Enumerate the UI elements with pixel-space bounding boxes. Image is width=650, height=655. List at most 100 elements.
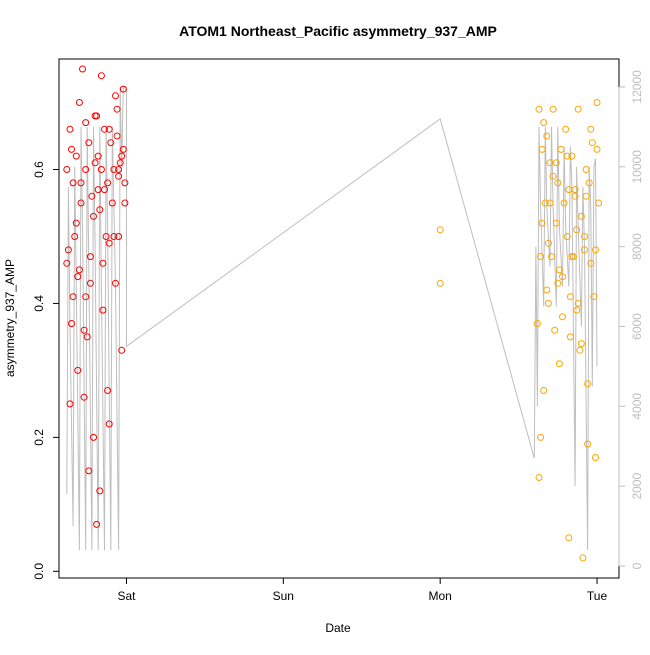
- data-point: [63, 166, 71, 173]
- data-point: [93, 112, 101, 120]
- y-tick-label: 0.6: [32, 161, 46, 178]
- data-point: [79, 65, 86, 73]
- x-tick-label: Tue: [587, 589, 608, 603]
- data-point: [563, 233, 571, 240]
- data-point: [119, 85, 127, 93]
- right-y-tick-label: 12000: [630, 70, 644, 104]
- data-point: [97, 166, 105, 173]
- data-point: [121, 199, 129, 207]
- data-point: [587, 259, 595, 267]
- data-point: [74, 273, 82, 281]
- data-point: [574, 299, 582, 307]
- data-point: [576, 346, 584, 354]
- data-point: [562, 125, 570, 133]
- data-point: [554, 279, 562, 287]
- data-point: [548, 253, 555, 261]
- data-point: [592, 454, 599, 461]
- data-point: [592, 246, 599, 254]
- data-point: [563, 152, 571, 160]
- data-point: [585, 179, 593, 187]
- data-point: [85, 467, 93, 475]
- data-point: [535, 474, 543, 481]
- data-point: [119, 145, 127, 153]
- data-point: [549, 105, 557, 113]
- data-point: [543, 132, 551, 140]
- data-point: [593, 145, 601, 153]
- data-point: [90, 212, 97, 220]
- data-point: [112, 92, 119, 100]
- data-point: [68, 320, 75, 327]
- data-point: [115, 233, 123, 240]
- data-point: [107, 139, 115, 147]
- data-point: [104, 179, 112, 187]
- data-point: [66, 125, 74, 133]
- data-point: [555, 360, 563, 368]
- line-series-layer: [66, 86, 598, 551]
- data-point: [90, 433, 97, 441]
- data-point: [552, 159, 560, 167]
- data-point: [113, 105, 121, 113]
- y-tick-label: 0.2: [32, 429, 46, 446]
- data-point: [75, 266, 83, 274]
- data-point: [554, 179, 562, 187]
- data-point: [587, 125, 595, 133]
- data-point: [86, 253, 94, 261]
- chart-title: ATOM1 Northeast_Pacific asymmetry_937_AM…: [179, 23, 497, 39]
- right-y-tick-label: 0: [630, 562, 644, 569]
- data-point: [560, 199, 568, 207]
- data-point: [584, 440, 592, 448]
- data-point: [105, 420, 113, 428]
- data-point: [66, 400, 74, 408]
- right-y-tick-label: 6000: [630, 313, 644, 340]
- data-point: [537, 253, 545, 261]
- data-point: [584, 380, 592, 388]
- data-point: [74, 366, 82, 374]
- data-point: [82, 293, 90, 301]
- data-point: [533, 320, 541, 327]
- data-point: [102, 233, 110, 240]
- data-point: [121, 179, 129, 187]
- data-point: [565, 534, 573, 542]
- data-point: [108, 199, 116, 207]
- data-point: [96, 206, 104, 214]
- data-point: [118, 346, 126, 354]
- data-point: [566, 333, 574, 341]
- data-point: [64, 246, 72, 254]
- data-point: [544, 239, 552, 247]
- data-point: [77, 179, 85, 187]
- data-point: [546, 199, 554, 207]
- data-point: [436, 226, 444, 234]
- x-axis: Sat Sun Mon Tue: [117, 577, 608, 603]
- data-point: [116, 159, 124, 167]
- data-point: [590, 293, 598, 301]
- data-point: [436, 279, 444, 287]
- data-point: [77, 199, 85, 207]
- data-point: [63, 259, 71, 267]
- data-point: [549, 172, 557, 180]
- data-point: [105, 239, 113, 247]
- data-point: [97, 72, 105, 80]
- data-point: [568, 253, 576, 261]
- right-y-tick-label: 10000: [630, 150, 644, 184]
- data-point: [581, 246, 588, 254]
- data-point: [541, 199, 549, 207]
- x-axis-label: Date: [325, 621, 351, 635]
- data-point: [577, 340, 585, 348]
- data-point: [99, 259, 107, 267]
- right-y-axis: 0 2000 4000 6000 8000 10000 12000: [618, 70, 644, 569]
- data-point: [565, 186, 573, 194]
- data-point: [568, 152, 576, 160]
- data-point: [115, 166, 123, 173]
- data-point: [82, 119, 90, 127]
- data-point: [582, 192, 590, 200]
- data-point: [540, 387, 548, 394]
- data-point: [579, 554, 587, 562]
- data-point: [113, 132, 121, 140]
- data-point: [71, 233, 79, 240]
- data-point: [99, 306, 107, 314]
- y-tick-label: 0.4: [32, 295, 46, 312]
- line-series-path: [66, 86, 598, 551]
- data-point: [593, 99, 601, 106]
- data-point: [69, 293, 77, 301]
